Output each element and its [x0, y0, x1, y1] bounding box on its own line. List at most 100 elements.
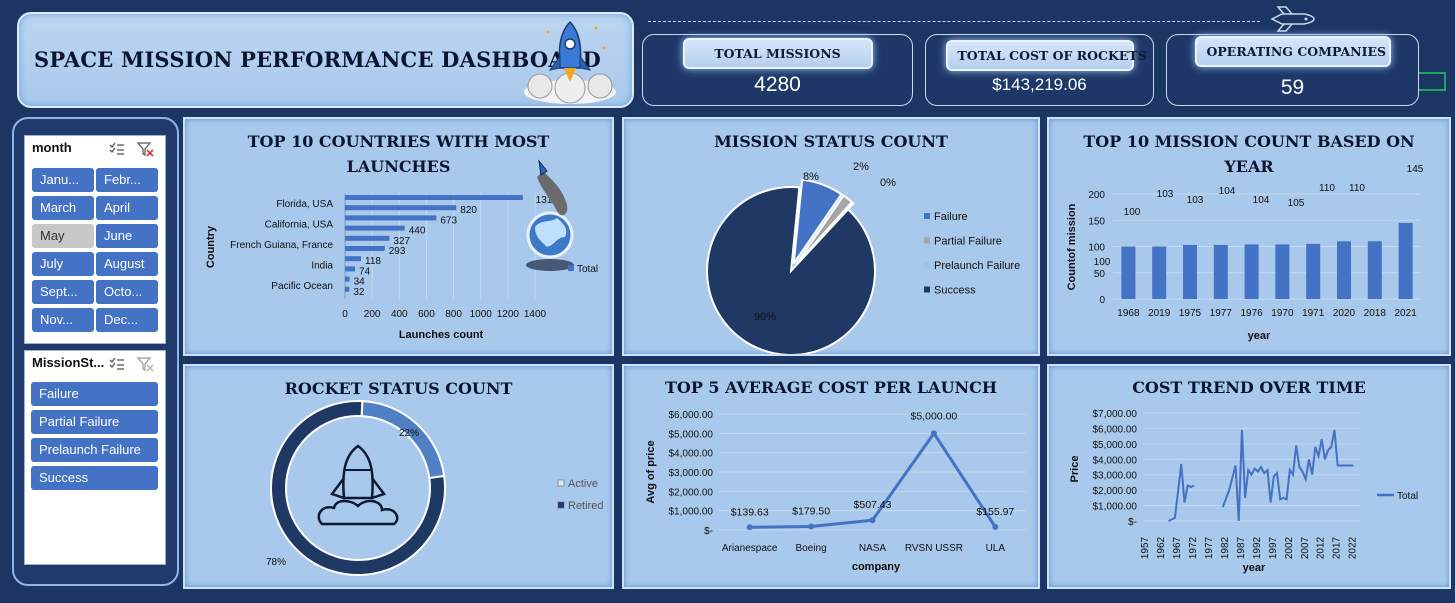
- month-item[interactable]: Sept...: [32, 280, 94, 304]
- mission-status-item[interactable]: Failure: [31, 382, 158, 406]
- month-slicer: month Janu... Febr... March April May June Jul…: [24, 135, 166, 344]
- clear-filter-icon[interactable]: [137, 356, 155, 372]
- x-tick-label: NASA: [859, 543, 887, 554]
- panel-top-countries: TOP 10 COUNTRIES WITH MOST LAUNCHES 0 200…: [183, 117, 614, 356]
- legend-label: Prelaunch Failure: [934, 260, 1020, 272]
- kpi-total-missions-label: TOTAL MISSIONS: [682, 38, 873, 69]
- month-item[interactable]: July: [32, 252, 94, 276]
- segment-label: 78%: [266, 557, 286, 568]
- x-tick-label: 1972: [1188, 536, 1199, 559]
- year-title-line1: TOP 10 MISSION COUNT BASED ON: [1083, 132, 1415, 151]
- globe-shadow: [526, 259, 574, 271]
- data-label: 103: [1187, 195, 1204, 206]
- multi-select-icon[interactable]: [109, 357, 125, 371]
- x-tick-label: 2012: [1316, 536, 1327, 559]
- mission-status-item[interactable]: Prelaunch Failure: [31, 438, 158, 462]
- y-tick-label: $-: [704, 526, 713, 537]
- avg-cost-title: TOP 5 AVERAGE COST PER LAUNCH: [664, 378, 998, 397]
- month-item[interactable]: May: [32, 224, 94, 248]
- month-item[interactable]: August: [96, 252, 158, 276]
- kpi-total-missions: TOTAL MISSIONS 4280: [642, 34, 913, 106]
- bar: [1183, 244, 1197, 299]
- x-tick-label: 1977: [1210, 308, 1233, 319]
- panel-year-count: TOP 10 MISSION COUNT BASED ON YEAR 0 50 10…: [1047, 117, 1451, 356]
- x-tick-label: 0: [342, 309, 348, 320]
- month-item[interactable]: June: [96, 224, 158, 248]
- bar: [1121, 246, 1136, 299]
- y-tick-label: $4,000.00: [1093, 455, 1138, 466]
- x-tick-label: 2020: [1333, 308, 1356, 319]
- category-label: Florida, USA: [276, 199, 333, 210]
- x-tick-label: 1982: [1220, 536, 1231, 559]
- slice-label: 8%: [803, 171, 819, 183]
- y-axis-title: Price: [1069, 456, 1081, 483]
- y-tick-label: $7,000.00: [1093, 409, 1138, 420]
- doughnut-hole: [288, 418, 428, 558]
- panel-cost-trend: COST TREND OVER TIME $- $1,000.00 $2,000.0…: [1047, 364, 1451, 589]
- clear-filter-icon[interactable]: [137, 141, 155, 157]
- data-label: $507.43: [854, 499, 892, 511]
- legend-label: Total: [1397, 491, 1418, 502]
- kpi-total-cost: TOTAL COST OF ROCKETS $143,219.06: [925, 34, 1154, 106]
- segment-label: 22%: [399, 428, 419, 439]
- mission-status-item[interactable]: Partial Failure: [31, 410, 158, 434]
- x-tick-label: 1970: [1271, 308, 1294, 319]
- x-axis-title: Launches count: [399, 329, 484, 341]
- mission-status-chart: 8% 2% 0% 90% Failure Partial Failure Prelaunch…: [706, 161, 1020, 354]
- y-axis-title: Country: [205, 225, 217, 268]
- y-tick-label: $-: [1128, 517, 1137, 528]
- x-tick-label: 1400: [524, 309, 547, 320]
- bar: [1367, 241, 1382, 299]
- kpi-companies-label: OPERATING COMPANIES: [1194, 36, 1391, 67]
- data-point: [930, 430, 937, 437]
- dashboard-title: SPACE MISSION PERFORMANCE DASHBOARD: [34, 47, 601, 72]
- data-label: 820: [460, 205, 477, 216]
- month-item[interactable]: Febr...: [96, 168, 158, 192]
- data-point: [746, 524, 753, 531]
- panel-rocket-status: ROCKET STATUS COUNT 22% 78% Active Retired: [183, 364, 614, 589]
- y-tick-label: $1,000.00: [669, 507, 714, 518]
- x-tick-label: 2022: [1348, 536, 1359, 559]
- month-item[interactable]: March: [32, 196, 94, 220]
- data-label: 104: [1219, 186, 1236, 197]
- x-tick-label: RVSN USSR: [905, 543, 963, 554]
- month-item[interactable]: Janu...: [32, 168, 94, 192]
- bar: [345, 195, 523, 200]
- bar: [1398, 222, 1413, 299]
- x-tick-label: 1200: [497, 309, 520, 320]
- multi-select-icon[interactable]: [109, 142, 125, 156]
- y-tick-label: $5,000.00: [1093, 440, 1138, 451]
- data-label: 34: [354, 277, 366, 288]
- x-tick-label: 200: [364, 309, 381, 320]
- bar: [345, 215, 437, 221]
- x-tick-label: 2007: [1300, 536, 1311, 559]
- legend-label: Active: [568, 478, 598, 490]
- category-label: India: [311, 260, 333, 271]
- data-label: 103: [1157, 189, 1174, 200]
- x-tick-label: 1975: [1179, 308, 1202, 319]
- slice-label: 0%: [880, 177, 896, 189]
- mission-status-item[interactable]: Success: [31, 466, 158, 490]
- month-item[interactable]: April: [96, 196, 158, 220]
- countries-title-line2: LAUNCHES: [346, 157, 451, 176]
- shuttle-icon: [1270, 6, 1315, 32]
- data-label: 673: [440, 215, 457, 226]
- title-card: [17, 12, 634, 108]
- month-item[interactable]: Dec...: [96, 308, 158, 332]
- data-label: 293: [389, 246, 406, 257]
- y-tick-label: 0: [1099, 295, 1105, 306]
- month-item[interactable]: Nov...: [32, 308, 94, 332]
- y-tick-label: $5,000.00: [669, 429, 714, 440]
- x-axis-title: year: [1243, 562, 1266, 574]
- x-tick-label: 400: [391, 309, 408, 320]
- x-tick-label: 2017: [1332, 536, 1343, 559]
- month-item[interactable]: Octo...: [96, 280, 158, 304]
- rocket-icon: [342, 444, 374, 500]
- legend-swatch: [924, 237, 930, 244]
- bar: [345, 286, 350, 292]
- x-tick-label: 2019: [1148, 308, 1171, 319]
- data-point: [808, 523, 815, 530]
- y-axis-title: Countof mission: [1066, 203, 1078, 290]
- legend-swatch: [924, 286, 930, 293]
